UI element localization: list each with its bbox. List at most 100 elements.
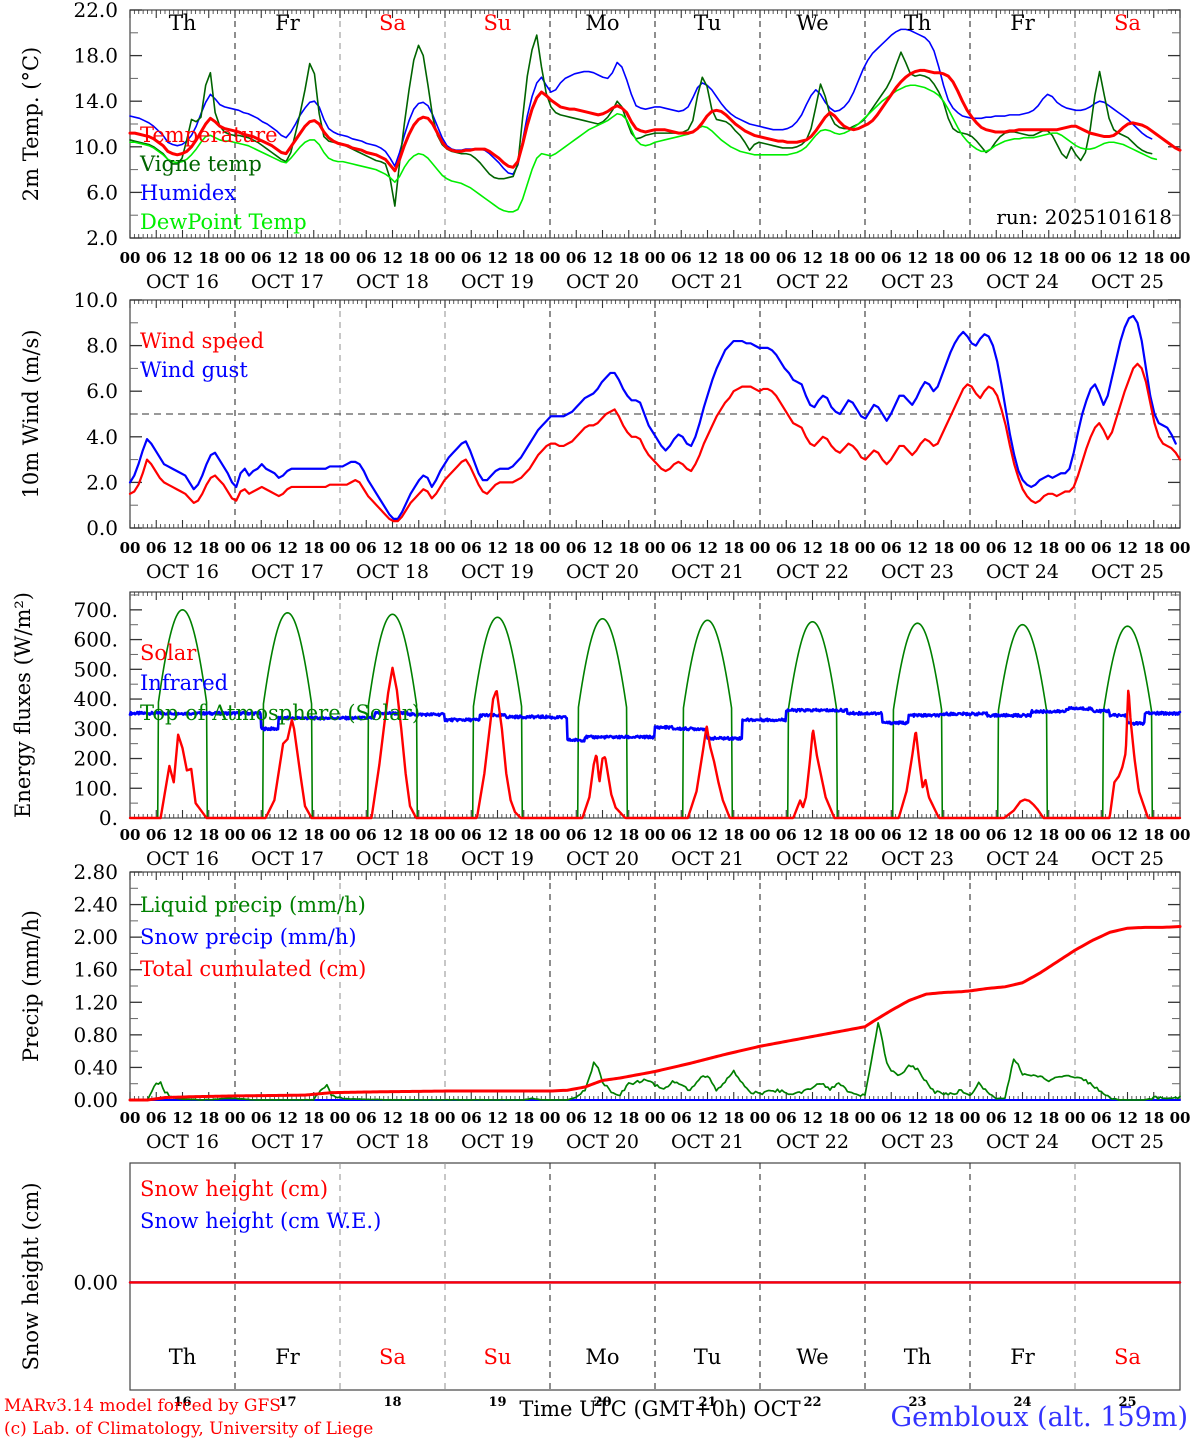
hour-tick-label: 18: [513, 1109, 534, 1127]
day-number-label: 16: [173, 1395, 191, 1410]
hour-tick-label: 18: [1143, 539, 1164, 557]
hour-tick-label: 06: [776, 539, 797, 557]
hour-tick-label: 18: [618, 249, 639, 267]
hour-tick-label: 18: [723, 249, 744, 267]
hour-tick-label: 00: [1065, 539, 1086, 557]
hour-tick-label: 00: [855, 1109, 876, 1127]
dow-label: Th: [904, 11, 932, 35]
hour-tick-label: 18: [618, 1109, 639, 1127]
dow-label: Fr: [275, 1345, 301, 1369]
y-tick-label: 14.0: [73, 89, 118, 113]
hour-tick-label: 06: [1091, 539, 1112, 557]
y-tick-label: 100.: [73, 776, 118, 800]
hour-tick-label: 00: [960, 249, 981, 267]
hour-tick-label: 18: [198, 539, 219, 557]
day-label: OCT 17: [251, 561, 324, 583]
hour-tick-label: 00: [750, 826, 771, 844]
legend-item-1: Wind speed: [140, 329, 264, 353]
hour-tick-label: 06: [776, 1109, 797, 1127]
hour-tick-label: 00: [330, 1109, 351, 1127]
day-label: OCT 18: [356, 848, 429, 870]
legend-item-1: Solar: [140, 641, 197, 665]
hour-tick-label: 12: [277, 539, 298, 557]
dow-label: Th: [904, 1345, 932, 1369]
day-label: OCT 20: [566, 1131, 639, 1153]
hour-tick-label: 06: [461, 539, 482, 557]
hour-tick-label: 06: [566, 1109, 587, 1127]
hour-tick-label: 06: [251, 1109, 272, 1127]
hour-tick-label: 00: [330, 539, 351, 557]
day-label: OCT 22: [776, 561, 849, 583]
y-tick-label: 400.: [73, 687, 118, 711]
hour-tick-label: 12: [277, 826, 298, 844]
y-tick-label: 0.: [99, 806, 118, 830]
hour-tick-label: 06: [461, 249, 482, 267]
day-label: OCT 19: [461, 1131, 534, 1153]
hour-tick-label: 18: [723, 1109, 744, 1127]
hour-tick-label: 06: [881, 826, 902, 844]
hour-tick-label: 18: [408, 249, 429, 267]
dow-label: Mo: [585, 1345, 619, 1369]
hour-tick-label: 12: [697, 249, 718, 267]
dow-label: Sa: [1114, 1345, 1141, 1369]
legend: Temperature Vigne temp Humidex DewPoint Tem…: [139, 123, 307, 234]
hour-tick-label: 12: [487, 539, 508, 557]
series-vigne-temp: [129, 34, 1153, 207]
day-number-label: 17: [278, 1395, 296, 1410]
hour-tick-label: 00: [435, 1109, 456, 1127]
hour-tick-label: 00: [960, 539, 981, 557]
legend: Liquid precip (mm/h) Snow precip (mm/h) To…: [140, 893, 366, 981]
hour-tick-label: 18: [723, 539, 744, 557]
legend: Solar Infrared Top of Atmosphere (Solar): [140, 641, 420, 725]
hour-tick-label: 18: [618, 539, 639, 557]
legend-item-3: Top of Atmosphere (Solar): [140, 701, 420, 725]
hour-tick-label: 12: [172, 249, 193, 267]
hour-tick-label: 00: [960, 1109, 981, 1127]
day-label: OCT 18: [356, 561, 429, 583]
hour-tick-label: 06: [986, 249, 1007, 267]
hour-tick-label: 00: [855, 249, 876, 267]
hour-tick-label: 00: [435, 539, 456, 557]
hour-tick-label: 18: [303, 1109, 324, 1127]
hour-tick-label: 18: [828, 539, 849, 557]
series-infrared: [128, 705, 1182, 743]
y-tick-label: 1.20: [73, 990, 118, 1014]
hour-tick-label: 12: [1012, 1109, 1033, 1127]
time-axis-title: Time UTC (GMT+0h) OCT: [519, 1397, 800, 1421]
y-tick-label: 1.60: [73, 958, 118, 982]
hour-tick-label: 00: [960, 826, 981, 844]
hour-tick-label: 00: [540, 1109, 561, 1127]
legend: Snow height (cm) Snow height (cm W.E.): [140, 1177, 381, 1233]
dow-label: Fr: [275, 11, 301, 35]
hour-tick-label: 12: [487, 249, 508, 267]
legend-item-1: Snow height (cm): [140, 1177, 328, 1201]
y-tick-label: 22.0: [73, 0, 118, 22]
y-tick-label: 4.0: [86, 425, 118, 449]
dow-label: Sa: [1114, 11, 1141, 35]
y-tick-label: 6.0: [86, 379, 118, 403]
hour-tick-label: 06: [146, 1109, 167, 1127]
hour-tick-label: 12: [382, 539, 403, 557]
hour-tick-label: 06: [986, 1109, 1007, 1127]
day-label: OCT 16: [146, 1131, 219, 1153]
hour-tick-label: 18: [933, 1109, 954, 1127]
day-label: OCT 17: [251, 271, 324, 293]
hour-tick-label: 06: [986, 539, 1007, 557]
y-axis-label: Precip (mm/h): [19, 910, 43, 1062]
day-label: OCT 21: [671, 848, 744, 870]
legend-item-2: Infrared: [140, 671, 228, 695]
hour-tick-label: 00: [1170, 826, 1191, 844]
legend-item-2: Snow precip (mm/h): [140, 925, 357, 949]
dow-label: Th: [169, 11, 197, 35]
day-label: OCT 21: [671, 561, 744, 583]
hour-tick-label: 12: [697, 1109, 718, 1127]
footer-model-credit: MARv3.14 model forced by GFS: [4, 1396, 281, 1416]
day-label: OCT 16: [146, 561, 219, 583]
hour-tick-label: 18: [1038, 1109, 1059, 1127]
y-tick-label: 200.: [73, 747, 118, 771]
hour-tick-label: 00: [1065, 1109, 1086, 1127]
hour-tick-label: 12: [172, 826, 193, 844]
legend-item-2: Snow height (cm W.E.): [140, 1209, 381, 1233]
hour-tick-label: 06: [461, 826, 482, 844]
